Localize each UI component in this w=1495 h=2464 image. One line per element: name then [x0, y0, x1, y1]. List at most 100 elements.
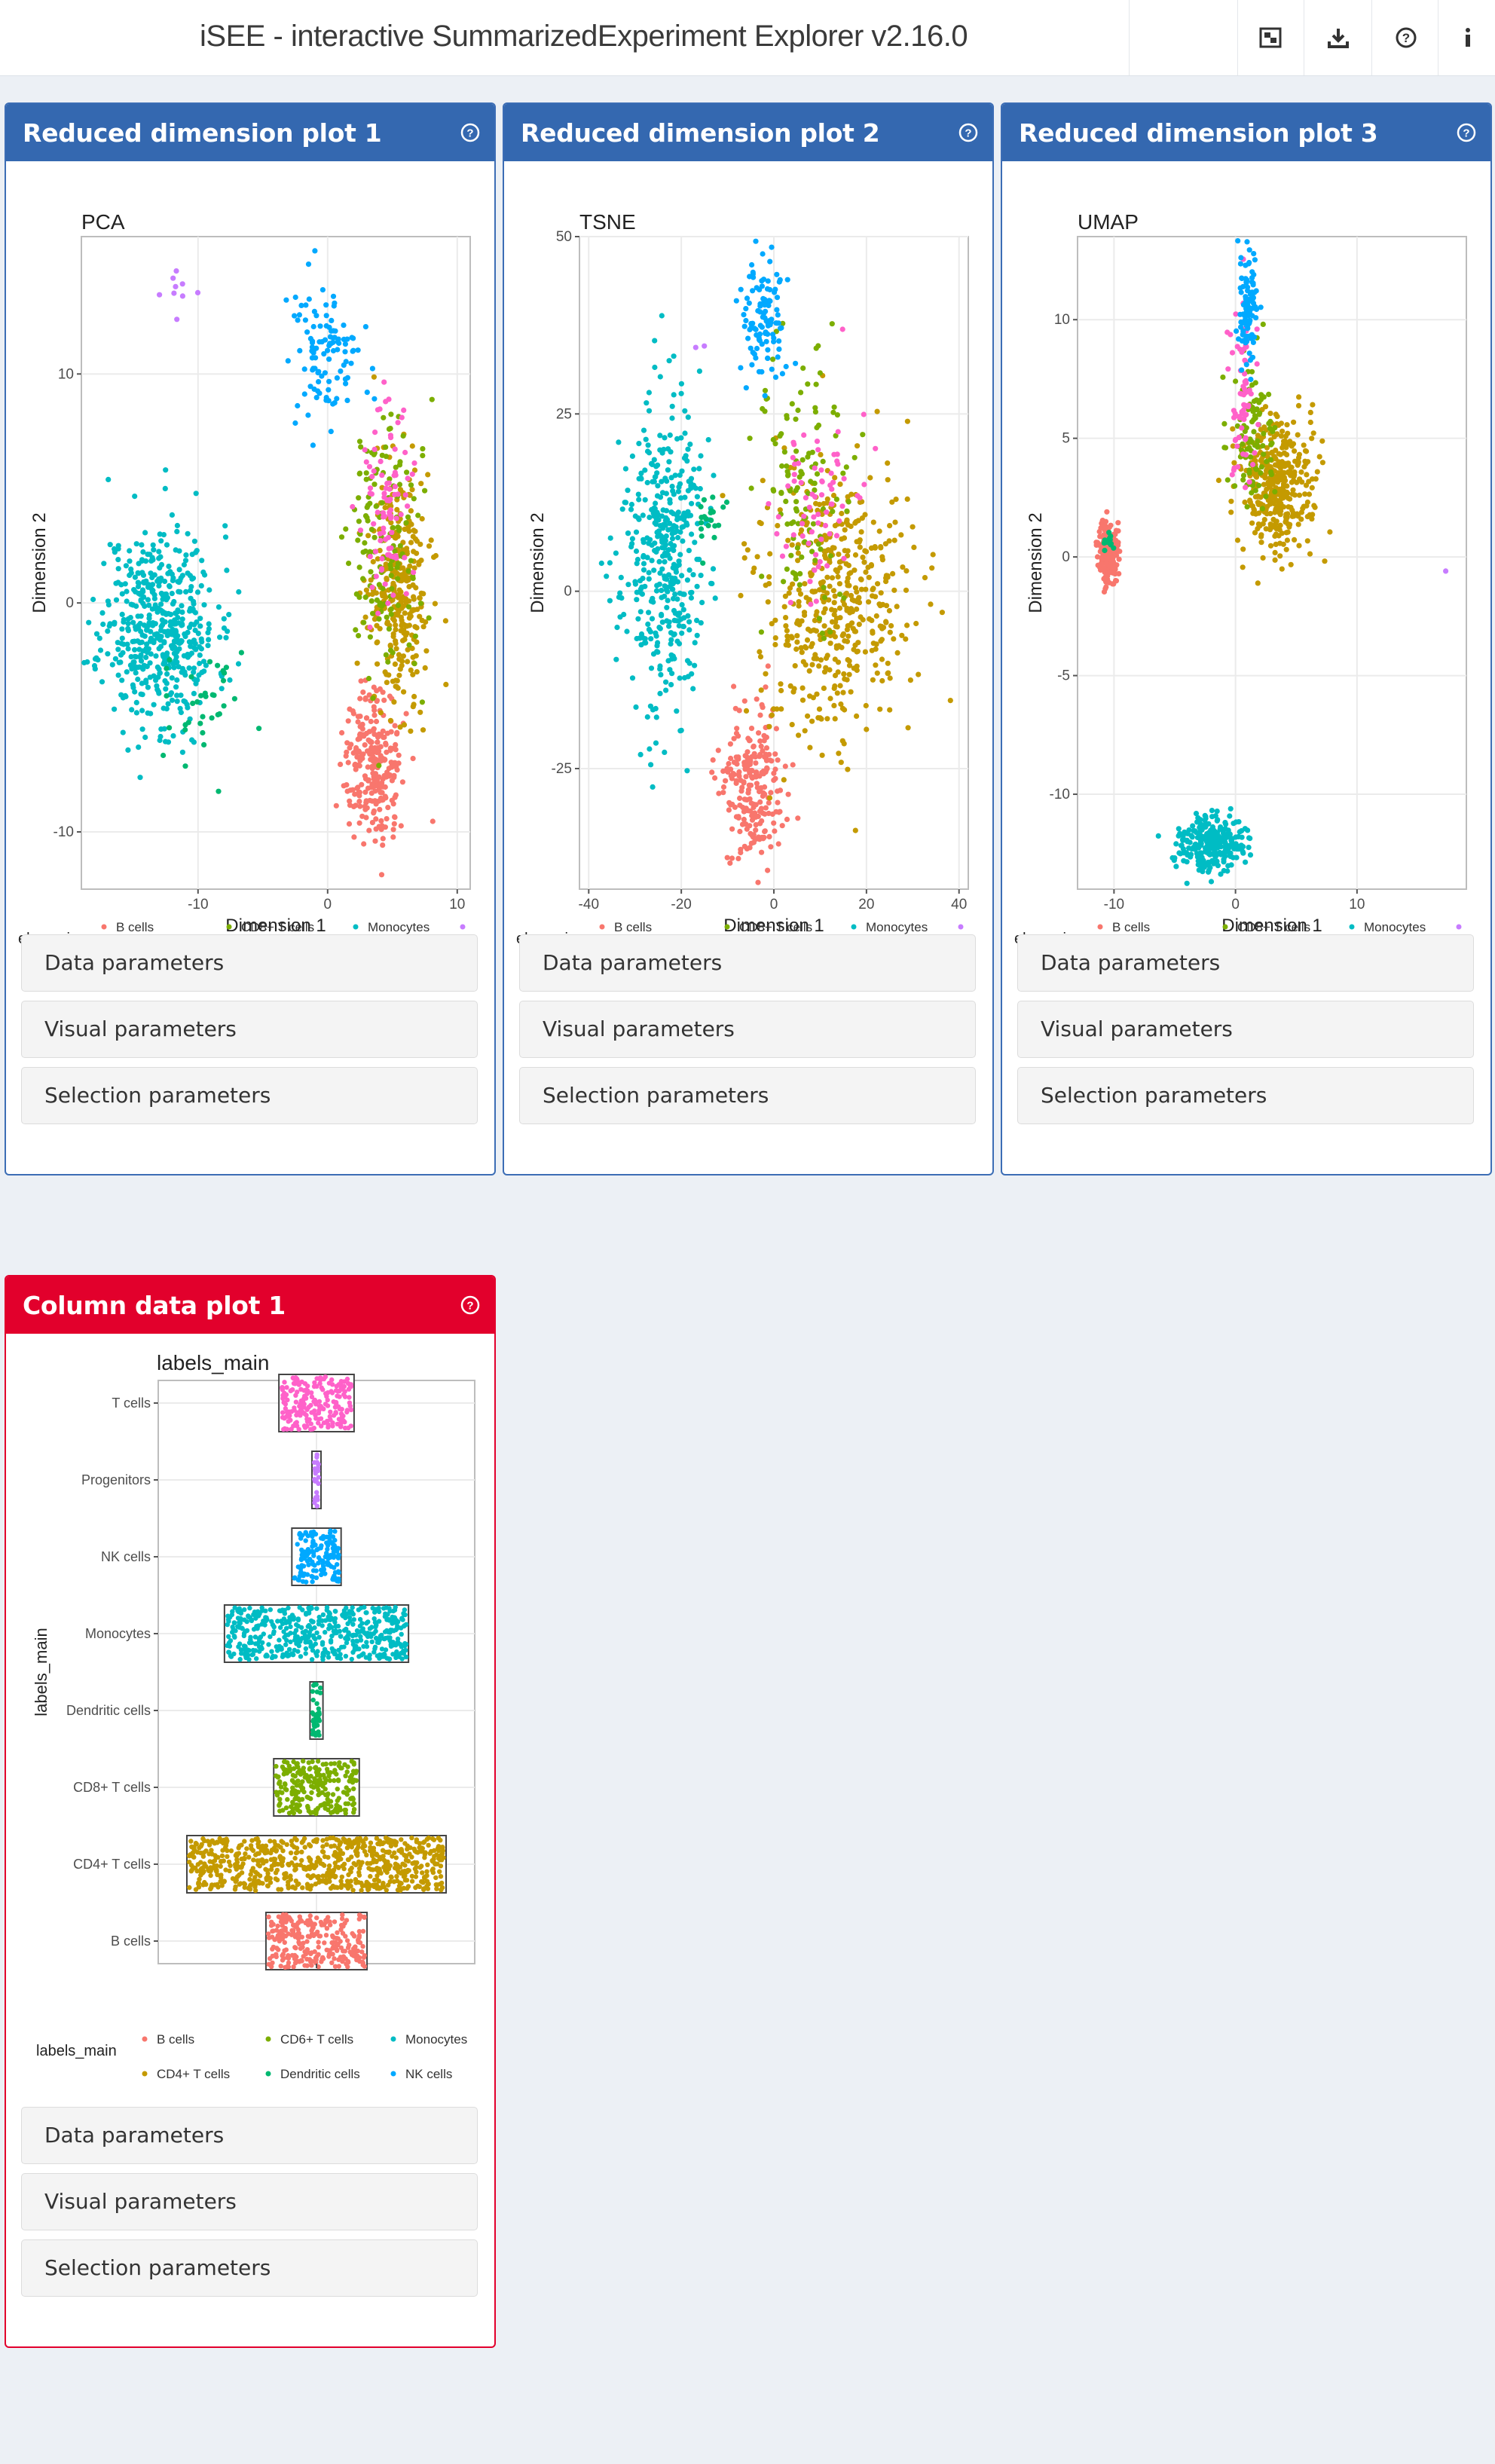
point-nk-cells [746, 300, 752, 306]
visual-parameters-accordion[interactable]: Visual parameters [1017, 1001, 1474, 1058]
point-cd4-t-cells [1281, 469, 1287, 476]
help-icon[interactable]: ? [460, 122, 481, 143]
point-cd4-t-cells [781, 445, 787, 451]
point [331, 1555, 337, 1560]
point-monocytes [650, 784, 656, 790]
point-dendritic-cells [699, 533, 705, 540]
point-monocytes [663, 533, 669, 540]
point-t-cells [409, 471, 415, 477]
point-monocytes [183, 552, 189, 558]
point [332, 1537, 338, 1543]
point [317, 1380, 323, 1386]
point-b-cells [761, 738, 767, 744]
visual-parameters-accordion[interactable]: Visual parameters [21, 1001, 478, 1058]
point [302, 1425, 308, 1430]
accordion-label: Selection parameters [44, 1083, 271, 1108]
point-progenitors [1443, 568, 1449, 574]
point-t-cells [1233, 311, 1239, 317]
point-monocytes [607, 535, 613, 541]
point-cd4-t-cells [371, 374, 377, 380]
selection-parameters-accordion[interactable]: Selection parameters [1017, 1067, 1474, 1124]
point-nk-cells [355, 347, 361, 353]
point [336, 1576, 341, 1582]
point-cd4-t-cells [1272, 549, 1278, 556]
point-monocytes [145, 552, 151, 558]
data-parameters-accordion[interactable]: Data parameters [1017, 934, 1474, 992]
point-monocytes [118, 692, 124, 698]
point-monocytes [125, 747, 131, 754]
point-progenitors [194, 289, 201, 295]
point-cd4-t-cells [408, 540, 414, 546]
point-b-cells [394, 731, 400, 737]
point-cd8-t-cells [396, 481, 403, 488]
point-cd4-t-cells [1298, 469, 1304, 475]
point-b-cells [1116, 570, 1122, 577]
point-cd4-t-cells [783, 623, 789, 629]
data-parameters-accordion[interactable]: Data parameters [519, 934, 976, 992]
point [298, 1636, 304, 1641]
point-nk-cells [301, 391, 307, 397]
point-b-cells [366, 692, 372, 698]
point-monocytes [659, 613, 665, 619]
help-button[interactable]: ? [1388, 20, 1424, 56]
point-t-cells [815, 447, 821, 453]
help-icon[interactable]: ? [1456, 122, 1477, 143]
point-dendritic-cells [698, 503, 704, 510]
point-progenitors [170, 275, 176, 281]
point [309, 1573, 314, 1579]
info-button[interactable] [1450, 20, 1486, 56]
point-nk-cells [341, 323, 347, 329]
point-cd4-t-cells [1264, 445, 1270, 451]
point-monocytes [139, 542, 145, 548]
point-cd4-t-cells [766, 574, 772, 580]
point [316, 1481, 321, 1486]
point-cd4-t-cells [842, 527, 848, 533]
selection-parameters-accordion[interactable]: Selection parameters [519, 1067, 976, 1124]
point-cd8-t-cells [368, 598, 375, 604]
point-cd4-t-cells [1314, 469, 1320, 475]
point-monocytes [125, 621, 131, 627]
point-cd8-t-cells [1254, 406, 1260, 412]
organize-panels-button[interactable] [1252, 20, 1289, 56]
point-cd4-t-cells [1258, 540, 1264, 546]
data-parameters-accordion[interactable]: Data parameters [21, 934, 478, 992]
point-nk-cells [754, 345, 760, 352]
point [261, 1631, 266, 1637]
point-cd4-t-cells [832, 716, 838, 722]
point-cd8-t-cells [797, 570, 803, 577]
point-monocytes [1197, 817, 1203, 823]
point-cd4-t-cells [858, 586, 864, 592]
point-cd8-t-cells [1266, 420, 1272, 426]
point-cd4-t-cells [844, 520, 850, 526]
visual-parameters-accordion[interactable]: Visual parameters [519, 1001, 976, 1058]
help-icon[interactable]: ? [460, 1295, 481, 1316]
point-cd4-t-cells [1266, 485, 1272, 491]
point-monocytes [91, 662, 98, 669]
point-t-cells [398, 512, 404, 518]
point-monocytes [653, 474, 659, 480]
point [313, 1568, 319, 1573]
point-nk-cells [765, 355, 771, 361]
point-b-cells [720, 784, 727, 790]
point-nk-cells [364, 390, 370, 396]
point-monocytes [125, 628, 131, 634]
point-monocytes [663, 687, 669, 693]
selection-parameters-accordion[interactable]: Selection parameters [21, 1067, 478, 1124]
point-b-cells [767, 757, 773, 763]
download-button[interactable] [1320, 20, 1356, 56]
help-icon[interactable]: ? [958, 122, 979, 143]
point-monocytes [119, 591, 125, 597]
point-monocytes [151, 572, 157, 578]
point-monocytes [625, 582, 631, 588]
legend-label: CD8+ T cells [241, 920, 314, 934]
point-cd4-t-cells [791, 686, 797, 692]
point-b-cells [745, 787, 752, 793]
point [334, 1383, 339, 1389]
point-nk-cells [765, 278, 771, 284]
point-monocytes [138, 613, 144, 619]
point-cd4-t-cells [1291, 419, 1297, 425]
